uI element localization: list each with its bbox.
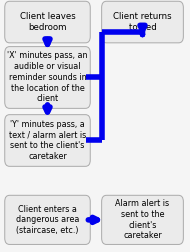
FancyBboxPatch shape [5, 195, 90, 244]
FancyBboxPatch shape [5, 115, 90, 166]
Text: Alarm alert is
sent to the
client's
caretaker: Alarm alert is sent to the client's care… [116, 199, 169, 240]
Text: 'X' minutes pass, an
audible or visual
reminder sounds in
the location of the
cl: 'X' minutes pass, an audible or visual r… [7, 51, 88, 104]
Text: 'Y' minutes pass, a
text / alarm alert is
sent to the client's
caretaker: 'Y' minutes pass, a text / alarm alert i… [9, 120, 86, 161]
FancyBboxPatch shape [102, 195, 183, 244]
FancyBboxPatch shape [5, 47, 90, 108]
Text: Client returns
to bed: Client returns to bed [113, 12, 172, 32]
FancyBboxPatch shape [102, 1, 183, 43]
Text: Client enters a
dangerous area
(staircase, etc.): Client enters a dangerous area (staircas… [16, 205, 79, 235]
FancyBboxPatch shape [5, 1, 90, 43]
Text: Client leaves
bedroom: Client leaves bedroom [20, 12, 75, 32]
